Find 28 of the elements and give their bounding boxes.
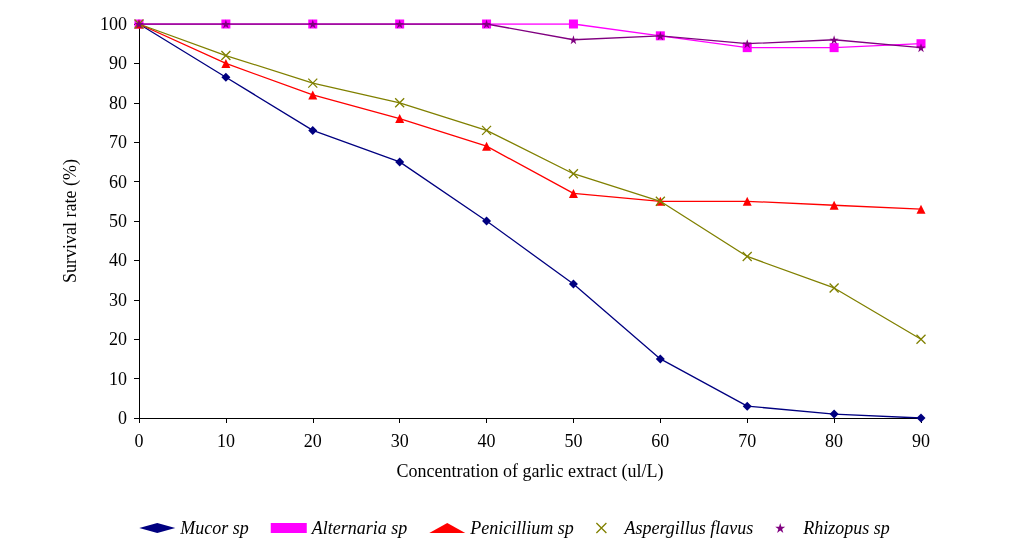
x-tick-label: 90 bbox=[912, 431, 930, 451]
x-tick-label: 30 bbox=[390, 431, 409, 451]
y-tick-label: 20 bbox=[109, 329, 127, 350]
x-tick-label: 80 bbox=[825, 431, 844, 451]
x-tick-label: 0 bbox=[134, 431, 144, 451]
y-tick-label: 50 bbox=[109, 211, 127, 231]
legend-label: Aspergillus flavus bbox=[623, 518, 754, 538]
x-tick-label: 20 bbox=[303, 431, 322, 451]
y-tick-label: 10 bbox=[109, 368, 127, 389]
legend-label: Mucor sp bbox=[179, 518, 249, 538]
x-axis-title: Concentration of garlic extract (ul/L) bbox=[396, 461, 664, 482]
y-tick-label: 30 bbox=[109, 289, 127, 310]
x-tick-label: 60 bbox=[651, 431, 670, 451]
y-tick-label: 80 bbox=[109, 92, 127, 113]
legend-label: Alternaria sp bbox=[310, 518, 408, 538]
y-tick-label: 100 bbox=[100, 14, 127, 34]
legend-label: Rhizopus sp bbox=[802, 518, 890, 538]
y-tick-label: 70 bbox=[109, 132, 127, 153]
x-tick-label: 10 bbox=[216, 431, 235, 451]
y-tick-label: 90 bbox=[109, 53, 127, 74]
y-tick-label: 60 bbox=[109, 171, 127, 192]
legend-label: Penicillium sp bbox=[469, 518, 574, 538]
x-tick-label: 70 bbox=[738, 431, 757, 451]
x-tick-label: 50 bbox=[564, 431, 583, 451]
y-tick-label: 40 bbox=[109, 250, 127, 271]
y-tick-label: 0 bbox=[118, 408, 127, 428]
y-axis-title: Survival rate (%) bbox=[60, 159, 81, 283]
x-tick-label: 40 bbox=[477, 431, 496, 451]
